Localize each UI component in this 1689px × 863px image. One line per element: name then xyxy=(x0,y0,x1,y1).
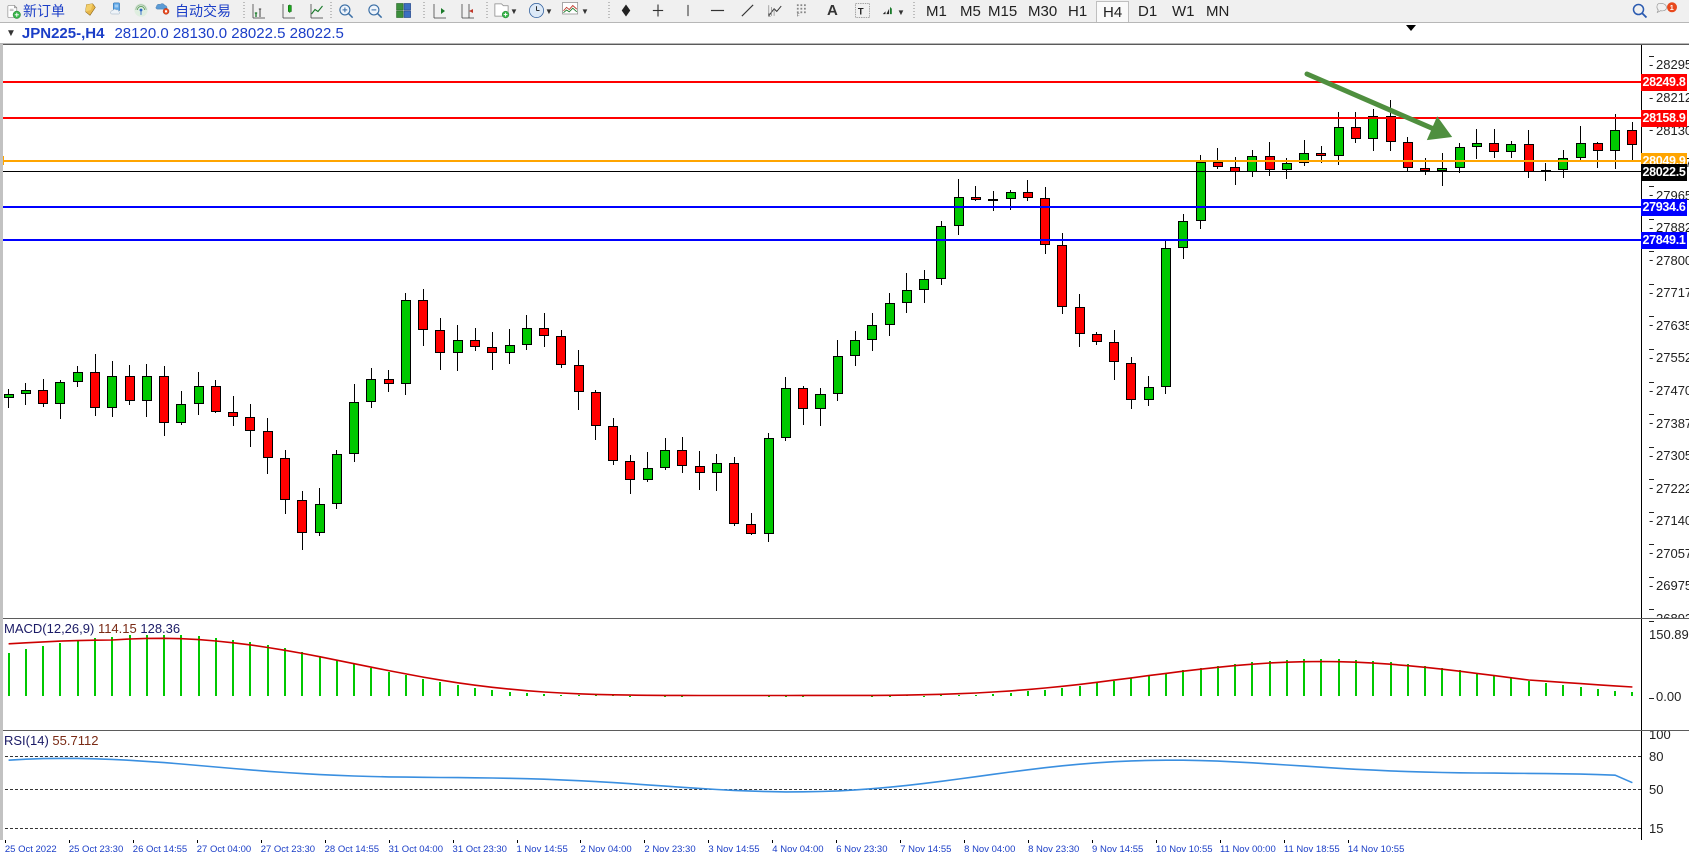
svg-text:F: F xyxy=(797,13,800,18)
svg-text:E: E xyxy=(768,13,771,18)
svg-text:1: 1 xyxy=(1670,3,1674,12)
svg-text:T: T xyxy=(858,6,864,16)
